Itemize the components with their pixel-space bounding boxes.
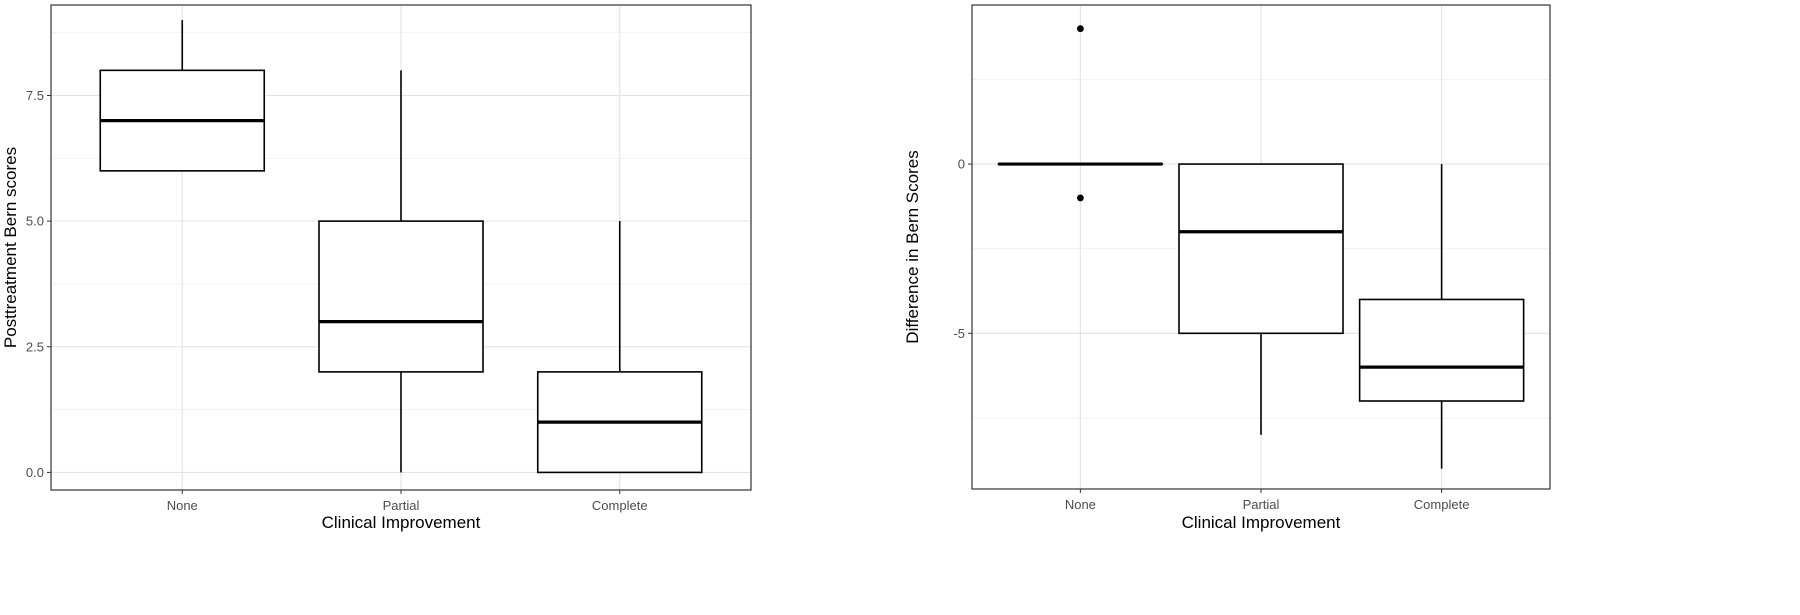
box-complete — [1358, 164, 1525, 469]
x-axis-title: Clinical Improvement — [322, 513, 481, 532]
y-tick-label: 2.5 — [26, 339, 44, 354]
difference-bern-boxplot: 0 -5 None Partial Complete Clinical Improve… — [903, 4, 1551, 532]
box-series — [99, 20, 703, 474]
y-tick-label: 7.5 — [26, 88, 44, 103]
box-series — [997, 25, 1525, 469]
iqr-box — [318, 220, 484, 373]
outlier-point — [1076, 25, 1084, 33]
box-none — [99, 20, 266, 172]
y-axis-title: Difference in Bern Scores — [903, 150, 922, 343]
x-tick-labels: None Partial Complete — [167, 490, 648, 513]
posttreatment-bern-boxplot: 0.0 2.5 5.0 7.5 None Partial Complete Clinica… — [1, 4, 752, 532]
y-tick-label: 0 — [958, 157, 965, 172]
y-tick-label: 5.0 — [26, 214, 44, 229]
box-partial — [1178, 163, 1344, 435]
y-axis-title: Posttreatment Bern scores — [1, 147, 20, 348]
x-tick-label-none: None — [167, 498, 198, 513]
x-tick-labels: None Partial Complete — [1065, 489, 1470, 512]
y-tick-label: -5 — [953, 326, 965, 341]
box-partial — [318, 70, 484, 473]
x-tick-label-complete: Complete — [1414, 497, 1470, 512]
x-axis-title: Clinical Improvement — [1182, 513, 1341, 532]
x-tick-label-partial: Partial — [383, 498, 420, 513]
x-tick-label-complete: Complete — [592, 498, 648, 513]
box-none — [997, 25, 1164, 202]
iqr-box — [1178, 163, 1344, 335]
y-tick-labels: 0.0 2.5 5.0 7.5 — [26, 88, 51, 480]
y-tick-labels: 0 -5 — [953, 157, 972, 341]
box-complete — [536, 221, 703, 474]
x-tick-label-none: None — [1065, 497, 1096, 512]
x-tick-label-partial: Partial — [1243, 497, 1280, 512]
outlier-point — [1076, 194, 1084, 202]
y-tick-label: 0.0 — [26, 465, 44, 480]
iqr-box — [1358, 298, 1525, 402]
